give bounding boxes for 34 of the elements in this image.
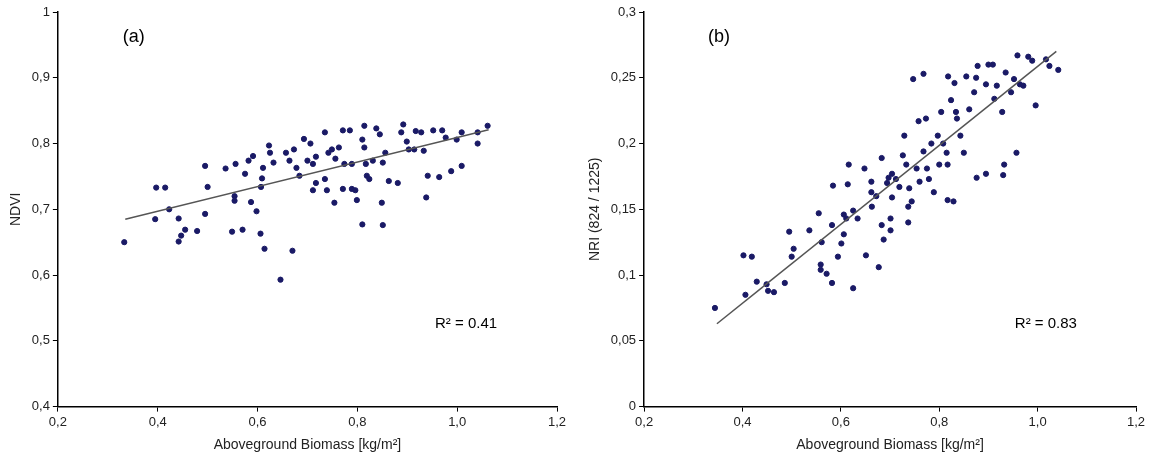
- x-tick-label: 0,8: [348, 413, 367, 429]
- y-tick-label: 0,9: [31, 69, 50, 85]
- y-tick-label: 0,2: [618, 135, 637, 151]
- annotation: (a): [122, 26, 145, 46]
- y-tick-label: 0,5: [31, 332, 50, 348]
- y-axis-title: NRI (824 / 1225): [586, 157, 603, 262]
- annotation: (b): [708, 26, 731, 46]
- y-tick-label: 0,6: [31, 266, 50, 282]
- y-tick-label: 0,1: [618, 266, 637, 282]
- x-tick-label: 1,0: [448, 413, 467, 429]
- x-tick-label: 0,8: [930, 413, 949, 429]
- y-tick-label: 1: [42, 3, 50, 19]
- annotation: R² = 0.83: [1014, 313, 1077, 331]
- y-tick-label: 0,3: [618, 3, 637, 19]
- x-axis-title: Aboveground Biomass [kg/m²]: [213, 436, 402, 453]
- y-tick-label: 0: [628, 398, 637, 414]
- y-tick-label: 0,15: [610, 200, 637, 216]
- x-tick-label: 1,0: [1028, 413, 1047, 429]
- x-tick-label: 1,2: [547, 413, 567, 429]
- y-tick-label: 0,05: [610, 332, 637, 348]
- y-tick-label: 0,7: [31, 200, 50, 216]
- y-axis-title: NDVI: [7, 192, 24, 227]
- x-tick-label: 1,2: [1126, 413, 1146, 429]
- y-tick-label: 0,25: [610, 69, 637, 85]
- annotation: R² = 0.41: [434, 313, 498, 331]
- x-axis-title: Aboveground Biomass [kg/m²]: [796, 436, 984, 453]
- x-tick-label: 0,2: [48, 413, 67, 429]
- x-tick-label: 0,4: [733, 413, 752, 429]
- x-tick-label: 0,4: [148, 413, 167, 429]
- y-tick-label: 0,8: [31, 135, 50, 151]
- x-tick-label: 0,2: [635, 413, 654, 429]
- y-tick-label: 0,4: [31, 398, 50, 414]
- x-tick-label: 0,6: [831, 413, 850, 429]
- x-tick-label: 0,6: [248, 413, 267, 429]
